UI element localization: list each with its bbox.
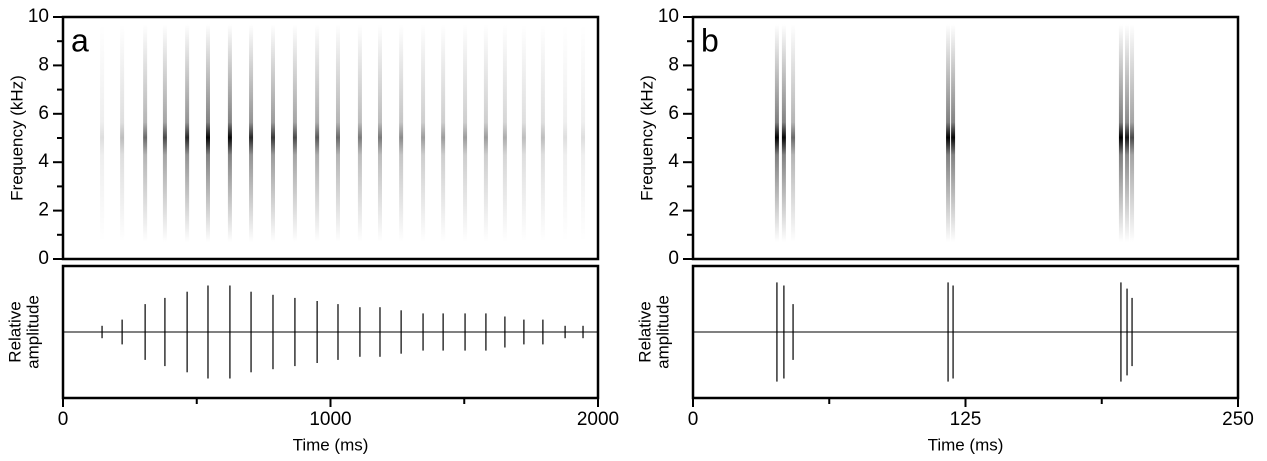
spectrogram-pulse [540,24,545,243]
spectrogram-pulse [270,24,275,243]
y-tick-label: 2 [668,200,679,221]
spectrogram-pulse [791,24,796,243]
y-axis-label: Frequency (kHz) [7,75,26,201]
spectrogram-pulse [377,24,382,243]
spectrogram-pulse [315,24,320,243]
x-tick-label: 125 [950,409,982,430]
panel-label: b [701,22,719,58]
x-axis-label: Time (ms) [293,435,369,454]
x-tick-label: 2000 [577,409,619,430]
y-tick-label: 0 [668,248,679,269]
amplitude-label: amplitude [653,295,672,369]
x-tick-label: 0 [58,409,69,430]
spectrogram-frame [691,15,1240,261]
y-tick-label: 2 [38,200,49,221]
spectrogram-pulse [335,24,340,243]
y-tick-label: 8 [668,54,679,75]
amplitude-label: Relative [5,301,24,362]
spectrogram-pulse [421,24,426,243]
spectrogram-pulse [521,24,526,243]
spectrogram-pulse [143,24,148,243]
spectrogram-pulse [563,24,568,243]
spectrogram-pulse [463,24,468,243]
spectrogram-pulse [249,24,254,243]
x-axis-label: Time (ms) [928,435,1004,454]
y-tick-label: 10 [28,6,49,27]
panel-label: a [71,22,89,58]
x-tick-label: 1000 [309,409,351,430]
spectrogram-pulse [357,24,362,243]
spectrogram-pulse [774,24,779,243]
spectrogram-pulse [483,24,488,243]
y-tick-label: 6 [668,103,679,124]
spectrogram-pulse [946,24,951,243]
spectrogram-pulse [1118,24,1123,243]
y-tick-label: 0 [38,248,49,269]
spectrogram-pulse [185,24,190,243]
spectrogram-pulse [162,24,167,243]
y-axis-label: Frequency (kHz) [637,75,656,201]
y-tick-label: 4 [38,151,49,172]
spectrogram-pulse [951,24,956,243]
spectrogram-pulse [120,24,125,243]
y-tick-label: 10 [658,6,679,27]
spectrogram-pulse [100,24,105,243]
spectrogram-pulse [292,24,297,243]
spectrogram-pulse [441,24,446,243]
spectrogram-pulse [1130,24,1135,243]
spectrogram-pulse [581,24,586,243]
y-tick-label: 6 [38,103,49,124]
x-tick-label: 250 [1222,409,1254,430]
spectrogram-pulse [205,24,210,243]
y-tick-label: 4 [668,151,679,172]
spectrogram-pulse [227,24,232,243]
amplitude-label: Relative [635,301,654,362]
spectrogram-pulse [399,24,404,243]
spectrogram-pulse [1125,24,1130,243]
spectrogram-pulse [502,24,507,243]
y-tick-label: 8 [38,54,49,75]
amplitude-label: amplitude [23,295,42,369]
x-tick-label: 0 [688,409,699,430]
spectrogram-pulse [781,24,786,243]
